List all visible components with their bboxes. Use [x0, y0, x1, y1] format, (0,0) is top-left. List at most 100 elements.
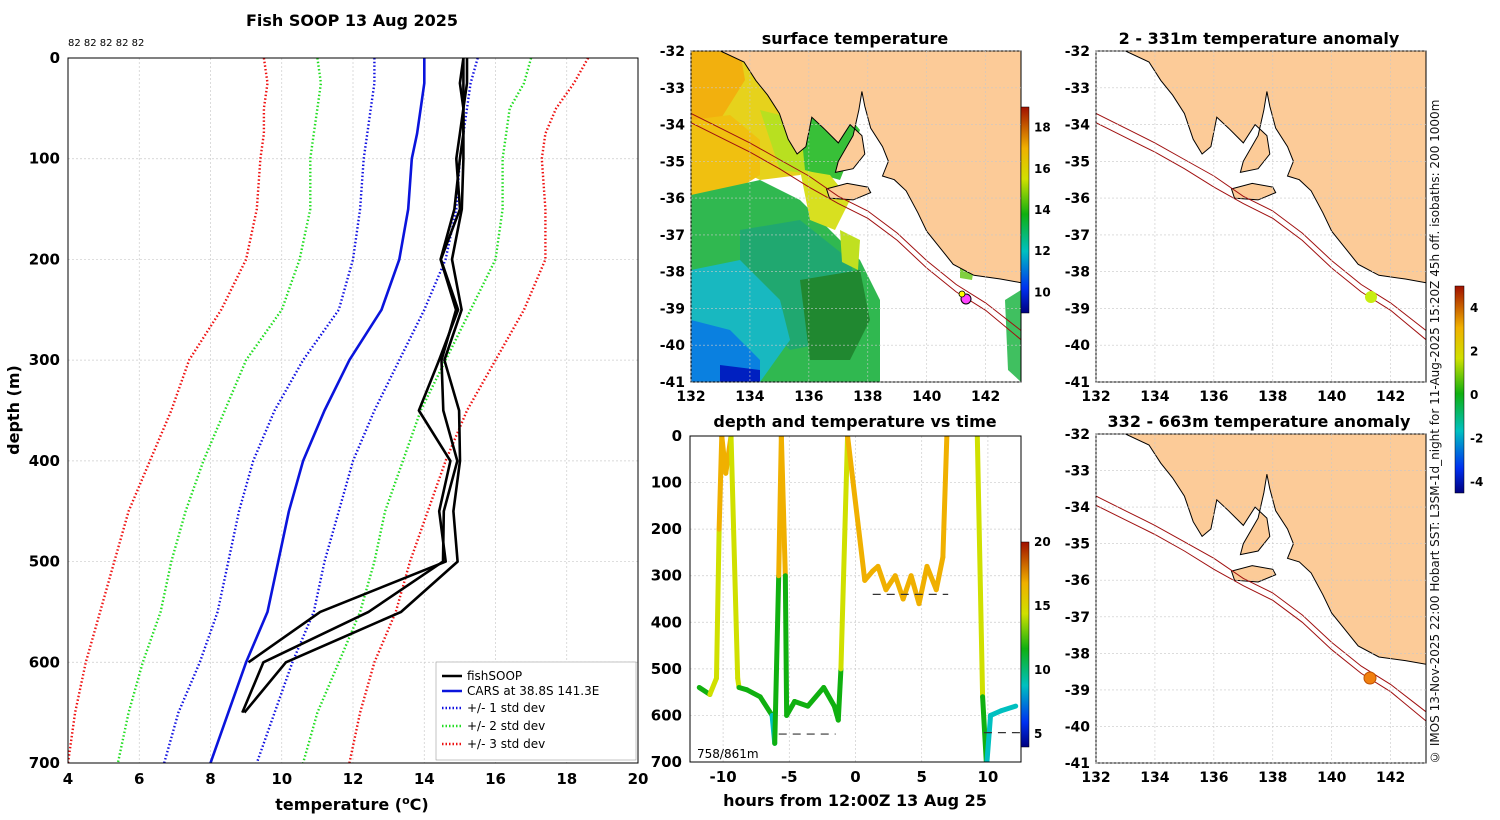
ts-xtick-label: 5: [916, 768, 926, 786]
map-ytick-label: -32: [1065, 427, 1090, 443]
profile-line--3-std-dev: [348, 58, 590, 763]
fishsoop-profile-line: [243, 58, 465, 714]
anomaly-colorbar-tick: -4: [1470, 475, 1483, 489]
map-xtick-label: 136: [1199, 389, 1228, 405]
ts-ytick-label: 700: [651, 753, 682, 771]
map-ytick-label: -34: [1065, 118, 1091, 134]
map-ytick-label: -40: [1065, 719, 1091, 735]
profile-panel: Fish SOOP 13 Aug 2025 82 82 82 82 82 4 6 8…: [4, 11, 648, 814]
fishsoop-profile-line: [241, 58, 469, 714]
map-ytick-label: -33: [660, 81, 685, 97]
map-ytick-label: -41: [660, 375, 685, 391]
anomaly-bottom-dot: [1363, 671, 1377, 685]
profile-xlabel: temperature (oC): [275, 794, 428, 814]
timeseries-track: [696, 436, 1021, 762]
ts-ytick-label: 0: [672, 427, 682, 445]
ts-track-segment: [784, 698, 798, 718]
anomaly-top-map: [1096, 51, 1426, 382]
anomaly-colorbar-tick: 4: [1470, 301, 1478, 315]
map-xtick-label: 132: [1081, 389, 1110, 405]
map-ytick-label: -37: [1065, 228, 1090, 244]
ts-colorbar-tick: 20: [1034, 535, 1051, 549]
map-xtick-label: 134: [1140, 770, 1169, 786]
map-ytick-label: -35: [1065, 154, 1090, 170]
sst-colorbar-tick: 14: [1034, 203, 1051, 217]
map-ytick-label: -36: [660, 191, 685, 207]
profile-title: Fish SOOP 13 Aug 2025: [246, 11, 458, 30]
legend-label-cars: CARS at 38.8S 141.3E: [467, 684, 599, 698]
ts-track-segment: [707, 675, 719, 697]
ts-track-segment: [821, 684, 837, 709]
timeseries-colorbar-ticks: 20 15 10 5: [1034, 535, 1051, 741]
profile-line-cars-at-38-8s-141-3e: [209, 58, 426, 763]
ts-track-segment: [998, 703, 1019, 714]
legend-label-std2: +/- 2 std dev: [467, 719, 545, 733]
ts-track-segment: [984, 712, 994, 762]
profile-xtick-label: 12: [343, 770, 364, 788]
profile-line--1-std-dev: [255, 58, 479, 763]
ts-track-segment: [713, 526, 722, 681]
map-ytick-label: -38: [1065, 265, 1090, 281]
map-ytick-label: -35: [1065, 537, 1090, 553]
ts-track-segment: [875, 563, 889, 593]
ts-track-segment: [728, 436, 741, 681]
legend-box: [435, 661, 637, 761]
sst-colorbar-tick: 16: [1034, 162, 1051, 176]
timeseries-bottom-label: 758/861m: [697, 747, 759, 761]
map-xtick-label: 138: [1258, 389, 1287, 405]
fishsoop-profile-line: [247, 58, 465, 664]
profile-ylabel: depth (m): [4, 365, 23, 455]
timeseries-title: depth and temperature vs time: [713, 412, 996, 431]
anomaly-bottom-map: [1096, 434, 1426, 763]
timeseries-panel: depth and temperature vs time -10 -5 0 5 100…: [651, 412, 1051, 810]
map-ytick-label: -41: [1065, 756, 1090, 772]
map-ytick-label: -32: [1065, 44, 1090, 60]
map-ytick-label: -37: [660, 228, 685, 244]
ts-xtick-label: -5: [781, 768, 798, 786]
map-xtick-label: 140: [1317, 770, 1346, 786]
ts-colorbar-tick: 10: [1034, 663, 1051, 677]
profile-ytick-label: 500: [29, 553, 60, 571]
map-ytick-label: -33: [1065, 81, 1090, 97]
map-ytick-label: -36: [1065, 191, 1090, 207]
sst-vessel-marker-start: [958, 290, 966, 298]
map-ytick-label: -32: [660, 44, 685, 60]
anomaly-top-panel: 2 - 331m temperature anomaly 132 134 136 13…: [1065, 29, 1427, 405]
ts-xtick-label: 10: [977, 768, 998, 786]
sst-map-panel: surface temperature: [660, 29, 1051, 405]
profile-xtick-label: 18: [556, 770, 577, 788]
map-xtick-label: 132: [676, 389, 705, 405]
anomaly-colorbar-ticks: 4 2 0 -2 -4: [1470, 301, 1483, 489]
ts-track-segment: [772, 573, 782, 746]
ts-track-segment: [835, 666, 844, 723]
map-xtick-label: 136: [794, 389, 823, 405]
map-xtick-label: 142: [1376, 770, 1405, 786]
anomaly-colorbar-tick: -2: [1470, 432, 1483, 446]
anomaly-top-ticks: 132 134 136 138 140 142 -32 -33 -34 -35 -36 -37 -38 -…: [1065, 44, 1426, 405]
ts-track-segment: [778, 436, 788, 579]
profile-axes-box: [67, 57, 639, 764]
sst-colorbar-tick: 18: [1034, 121, 1051, 135]
legend-label-std1: +/- 1 std dev: [467, 701, 545, 715]
legend-label-fishsoop: fishSOOP: [467, 669, 522, 683]
ts-ytick-label: 300: [651, 567, 682, 585]
map-ytick-label: -40: [660, 338, 686, 354]
profile-xtick-label: 4: [63, 770, 73, 788]
map-ytick-label: -35: [660, 154, 685, 170]
profile-xtick-label: 14: [414, 770, 435, 788]
profile-ytick-label: 100: [29, 150, 60, 168]
map-ytick-label: -40: [1065, 338, 1091, 354]
ts-ytick-label: 100: [651, 474, 682, 492]
profile-line--2-std-dev: [301, 58, 533, 763]
timeseries-xlabel: hours from 12:00Z 13 Aug 25: [723, 791, 987, 810]
map-ytick-label: -34: [660, 118, 686, 134]
map-xtick-label: 140: [912, 389, 941, 405]
anomaly-bottom-ticks: 132 134 136 138 140 142 -32 -33 -34 -35 -36 -37 -38 -…: [1065, 427, 1426, 786]
ts-xtick-label: 0: [850, 768, 860, 786]
ts-track-segment: [916, 563, 930, 607]
map-ytick-label: -33: [1065, 464, 1090, 480]
anomaly-colorbar-tick: 2: [1470, 344, 1478, 358]
